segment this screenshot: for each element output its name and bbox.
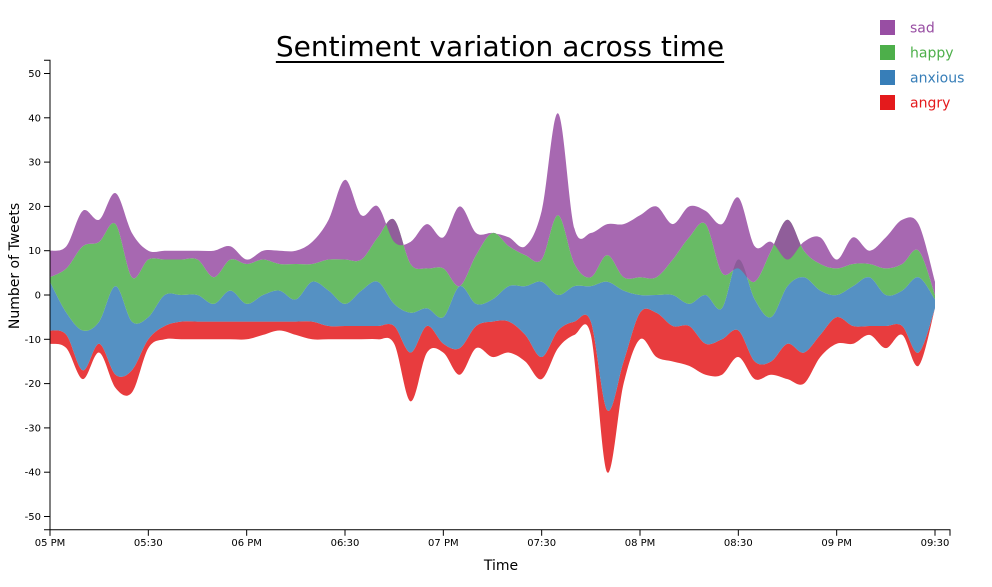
x-axis: 05 PM 05:30 06 PM 06:30 07 PM 07:30 08 PM 08:30… xyxy=(35,529,951,549)
x-axis-label: Time xyxy=(483,558,518,574)
y-tick-label: 40 xyxy=(28,113,41,124)
legend-swatch xyxy=(880,45,895,60)
y-tick: 30 xyxy=(28,158,50,169)
legend-label: happy xyxy=(910,46,954,62)
x-tick-label: 07 PM xyxy=(428,538,459,549)
y-tick-label: -20 xyxy=(25,379,41,390)
y-tick: 50 xyxy=(28,69,50,80)
x-tick: 08:30 xyxy=(724,529,753,549)
x-tick: 05 PM xyxy=(35,529,66,549)
x-tick-label: 06 PM xyxy=(231,538,262,549)
y-tick-label: -50 xyxy=(25,512,41,523)
y-tick-label: 30 xyxy=(28,158,41,169)
x-tick: 05:30 xyxy=(134,529,163,549)
y-tick: 20 xyxy=(28,202,50,213)
chart-title: Sentiment variation across time xyxy=(275,30,725,63)
y-tick: -10 xyxy=(25,335,50,346)
x-tick: 07:30 xyxy=(527,529,556,549)
legend-label: sad xyxy=(910,21,935,37)
y-tick-label: -10 xyxy=(25,335,41,346)
y-axis: -50 -40 -30 -20 -10 0 10 20 30 40 50 xyxy=(25,59,51,531)
y-tick: 0 xyxy=(35,291,50,302)
legend-item-angry: angry xyxy=(880,95,950,112)
y-tick-label: 20 xyxy=(28,202,41,213)
y-tick-label: 0 xyxy=(35,291,41,302)
legend-label: anxious xyxy=(910,71,964,87)
legend-swatch xyxy=(880,95,895,110)
y-tick: 40 xyxy=(28,113,50,124)
x-tick: 06 PM xyxy=(231,529,262,549)
y-tick: 10 xyxy=(28,246,50,257)
x-tick-label: 05 PM xyxy=(35,538,66,549)
legend-item-anxious: anxious xyxy=(880,70,964,87)
y-tick: -50 xyxy=(25,512,50,523)
x-tick-label: 06:30 xyxy=(331,538,360,549)
y-tick-label: 50 xyxy=(28,69,41,80)
y-tick-label: 10 xyxy=(28,246,41,257)
x-tick-label: 05:30 xyxy=(134,538,163,549)
stream-layer-anxious xyxy=(50,259,935,411)
x-tick-label: 09:30 xyxy=(921,538,950,549)
y-tick: -40 xyxy=(25,468,50,479)
y-tick: -30 xyxy=(25,423,50,434)
legend-item-happy: happy xyxy=(880,45,954,62)
x-tick-label: 09 PM xyxy=(821,538,852,549)
x-tick: 09 PM xyxy=(821,529,852,549)
legend: sad happy anxious angry xyxy=(880,20,964,112)
legend-swatch xyxy=(880,20,895,35)
x-tick-label: 08:30 xyxy=(724,538,753,549)
stream-layers xyxy=(50,113,935,473)
x-tick-label: 07:30 xyxy=(527,538,556,549)
legend-label: angry xyxy=(910,96,950,112)
x-tick-label: 08 PM xyxy=(625,538,656,549)
legend-swatch xyxy=(880,70,895,85)
x-tick: 09:30 xyxy=(921,529,950,549)
legend-item-sad: sad xyxy=(880,20,935,37)
x-tick: 06:30 xyxy=(331,529,360,549)
stream-layer-happy xyxy=(50,215,935,331)
y-axis-label: Number of Tweets xyxy=(7,203,23,329)
stream-layer-angry xyxy=(50,308,935,473)
x-axis-line xyxy=(49,529,951,536)
x-tick: 07 PM xyxy=(428,529,459,549)
y-tick-label: -30 xyxy=(25,423,41,434)
y-tick-label: -40 xyxy=(25,468,41,479)
x-tick: 08 PM xyxy=(625,529,656,549)
y-tick: -20 xyxy=(25,379,50,390)
